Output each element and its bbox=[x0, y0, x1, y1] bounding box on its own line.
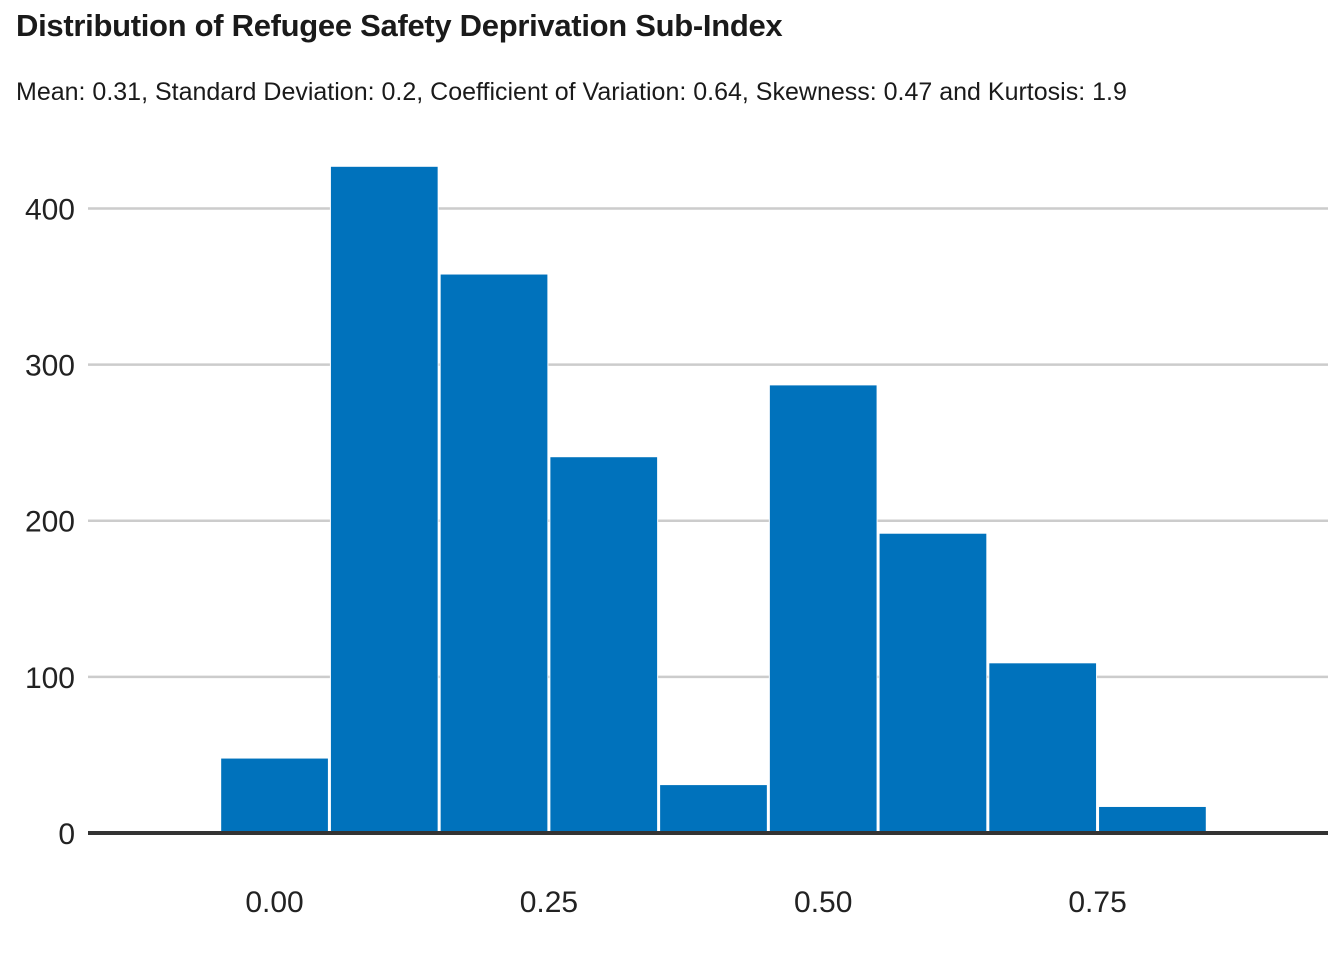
y-axis-ticks: 0 100 200 300 400 bbox=[25, 193, 75, 851]
histogram-bar bbox=[768, 384, 878, 834]
y-tick-label: 300 bbox=[25, 350, 75, 383]
histogram-bar bbox=[329, 165, 439, 834]
histogram-bar bbox=[1098, 805, 1207, 834]
y-tick-label: 200 bbox=[25, 506, 75, 539]
y-tick-label: 0 bbox=[58, 818, 75, 851]
y-tick-label: 400 bbox=[25, 193, 75, 226]
histogram-bar bbox=[220, 757, 329, 834]
histogram-bar bbox=[439, 273, 549, 834]
x-tick-label: 0.50 bbox=[794, 886, 852, 919]
y-tick-label: 100 bbox=[25, 662, 75, 695]
histogram-bar bbox=[988, 662, 1098, 834]
histogram-bar bbox=[659, 784, 768, 834]
chart-subtitle: Mean: 0.31, Standard Deviation: 0.2, Coe… bbox=[16, 78, 1127, 106]
x-tick-label: 0.75 bbox=[1068, 886, 1126, 919]
chart-title: Distribution of Refugee Safety Deprivati… bbox=[16, 8, 783, 43]
x-axis-ticks: 0.00 0.25 0.50 0.75 bbox=[245, 886, 1126, 919]
x-tick-label: 0.00 bbox=[245, 886, 303, 919]
x-tick-label: 0.25 bbox=[520, 886, 578, 919]
gridlines bbox=[88, 207, 1328, 679]
histogram-bar bbox=[549, 456, 659, 834]
histogram-bar bbox=[878, 532, 988, 834]
bars bbox=[220, 165, 1207, 834]
